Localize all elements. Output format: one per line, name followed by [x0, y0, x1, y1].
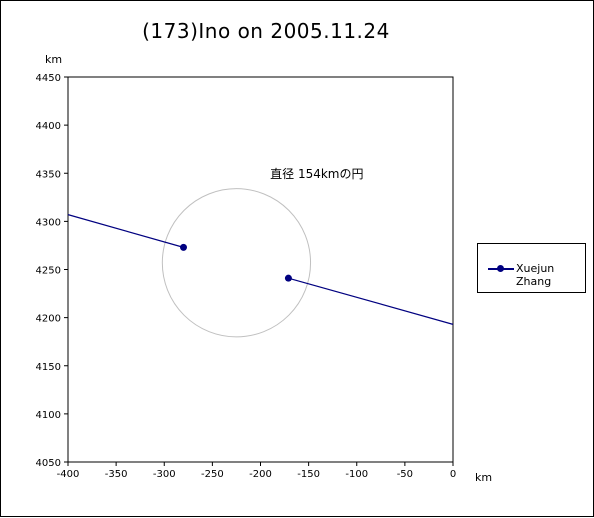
y-tick-label: 4200 [36, 314, 61, 325]
y-tick-label: 4100 [36, 410, 61, 421]
x-tick-label: -200 [249, 469, 272, 480]
circle-label: 直径 154kmの円 [270, 167, 363, 181]
x-ticks: -400 -350 -300 -250 -200 -150 -100 -50 0 [57, 462, 456, 480]
x-tick-label: 0 [450, 469, 456, 480]
data-point [180, 243, 187, 251]
y-axis-label: km [45, 53, 62, 66]
series-line-segment [288, 277, 454, 325]
y-tick-label: 4050 [36, 458, 61, 469]
legend-marker [497, 265, 504, 272]
y-tick-label: 4150 [36, 362, 61, 373]
x-tick-label: -400 [57, 469, 80, 480]
legend: Xuejun Zhang [477, 243, 586, 293]
y-tick-label: 4450 [36, 73, 61, 84]
y-tick-label: 4350 [36, 169, 61, 180]
x-axis-label: km [475, 471, 492, 484]
plot-area [67, 76, 454, 463]
legend-label: Xuejun Zhang [516, 262, 555, 288]
x-tick-label: -350 [105, 469, 128, 480]
y-tick-label: 4400 [36, 121, 61, 132]
x-tick-label: -250 [201, 469, 224, 480]
series-line-segment [67, 214, 184, 248]
x-tick-label: -300 [153, 469, 176, 480]
x-tick-label: -50 [397, 469, 413, 480]
series-group [67, 214, 454, 325]
y-tick-label: 4250 [36, 266, 61, 277]
y-tick-label: 4300 [36, 217, 61, 228]
x-tick-label: -150 [297, 469, 320, 480]
reference-circle [161, 188, 312, 338]
y-ticks: 4050 4100 4150 4200 4250 4300 4350 4400 4450 [36, 73, 68, 469]
data-point [284, 274, 292, 282]
x-tick-label: -100 [345, 469, 368, 480]
chart-title: (173)Ino on 2005.11.24 [142, 19, 390, 43]
